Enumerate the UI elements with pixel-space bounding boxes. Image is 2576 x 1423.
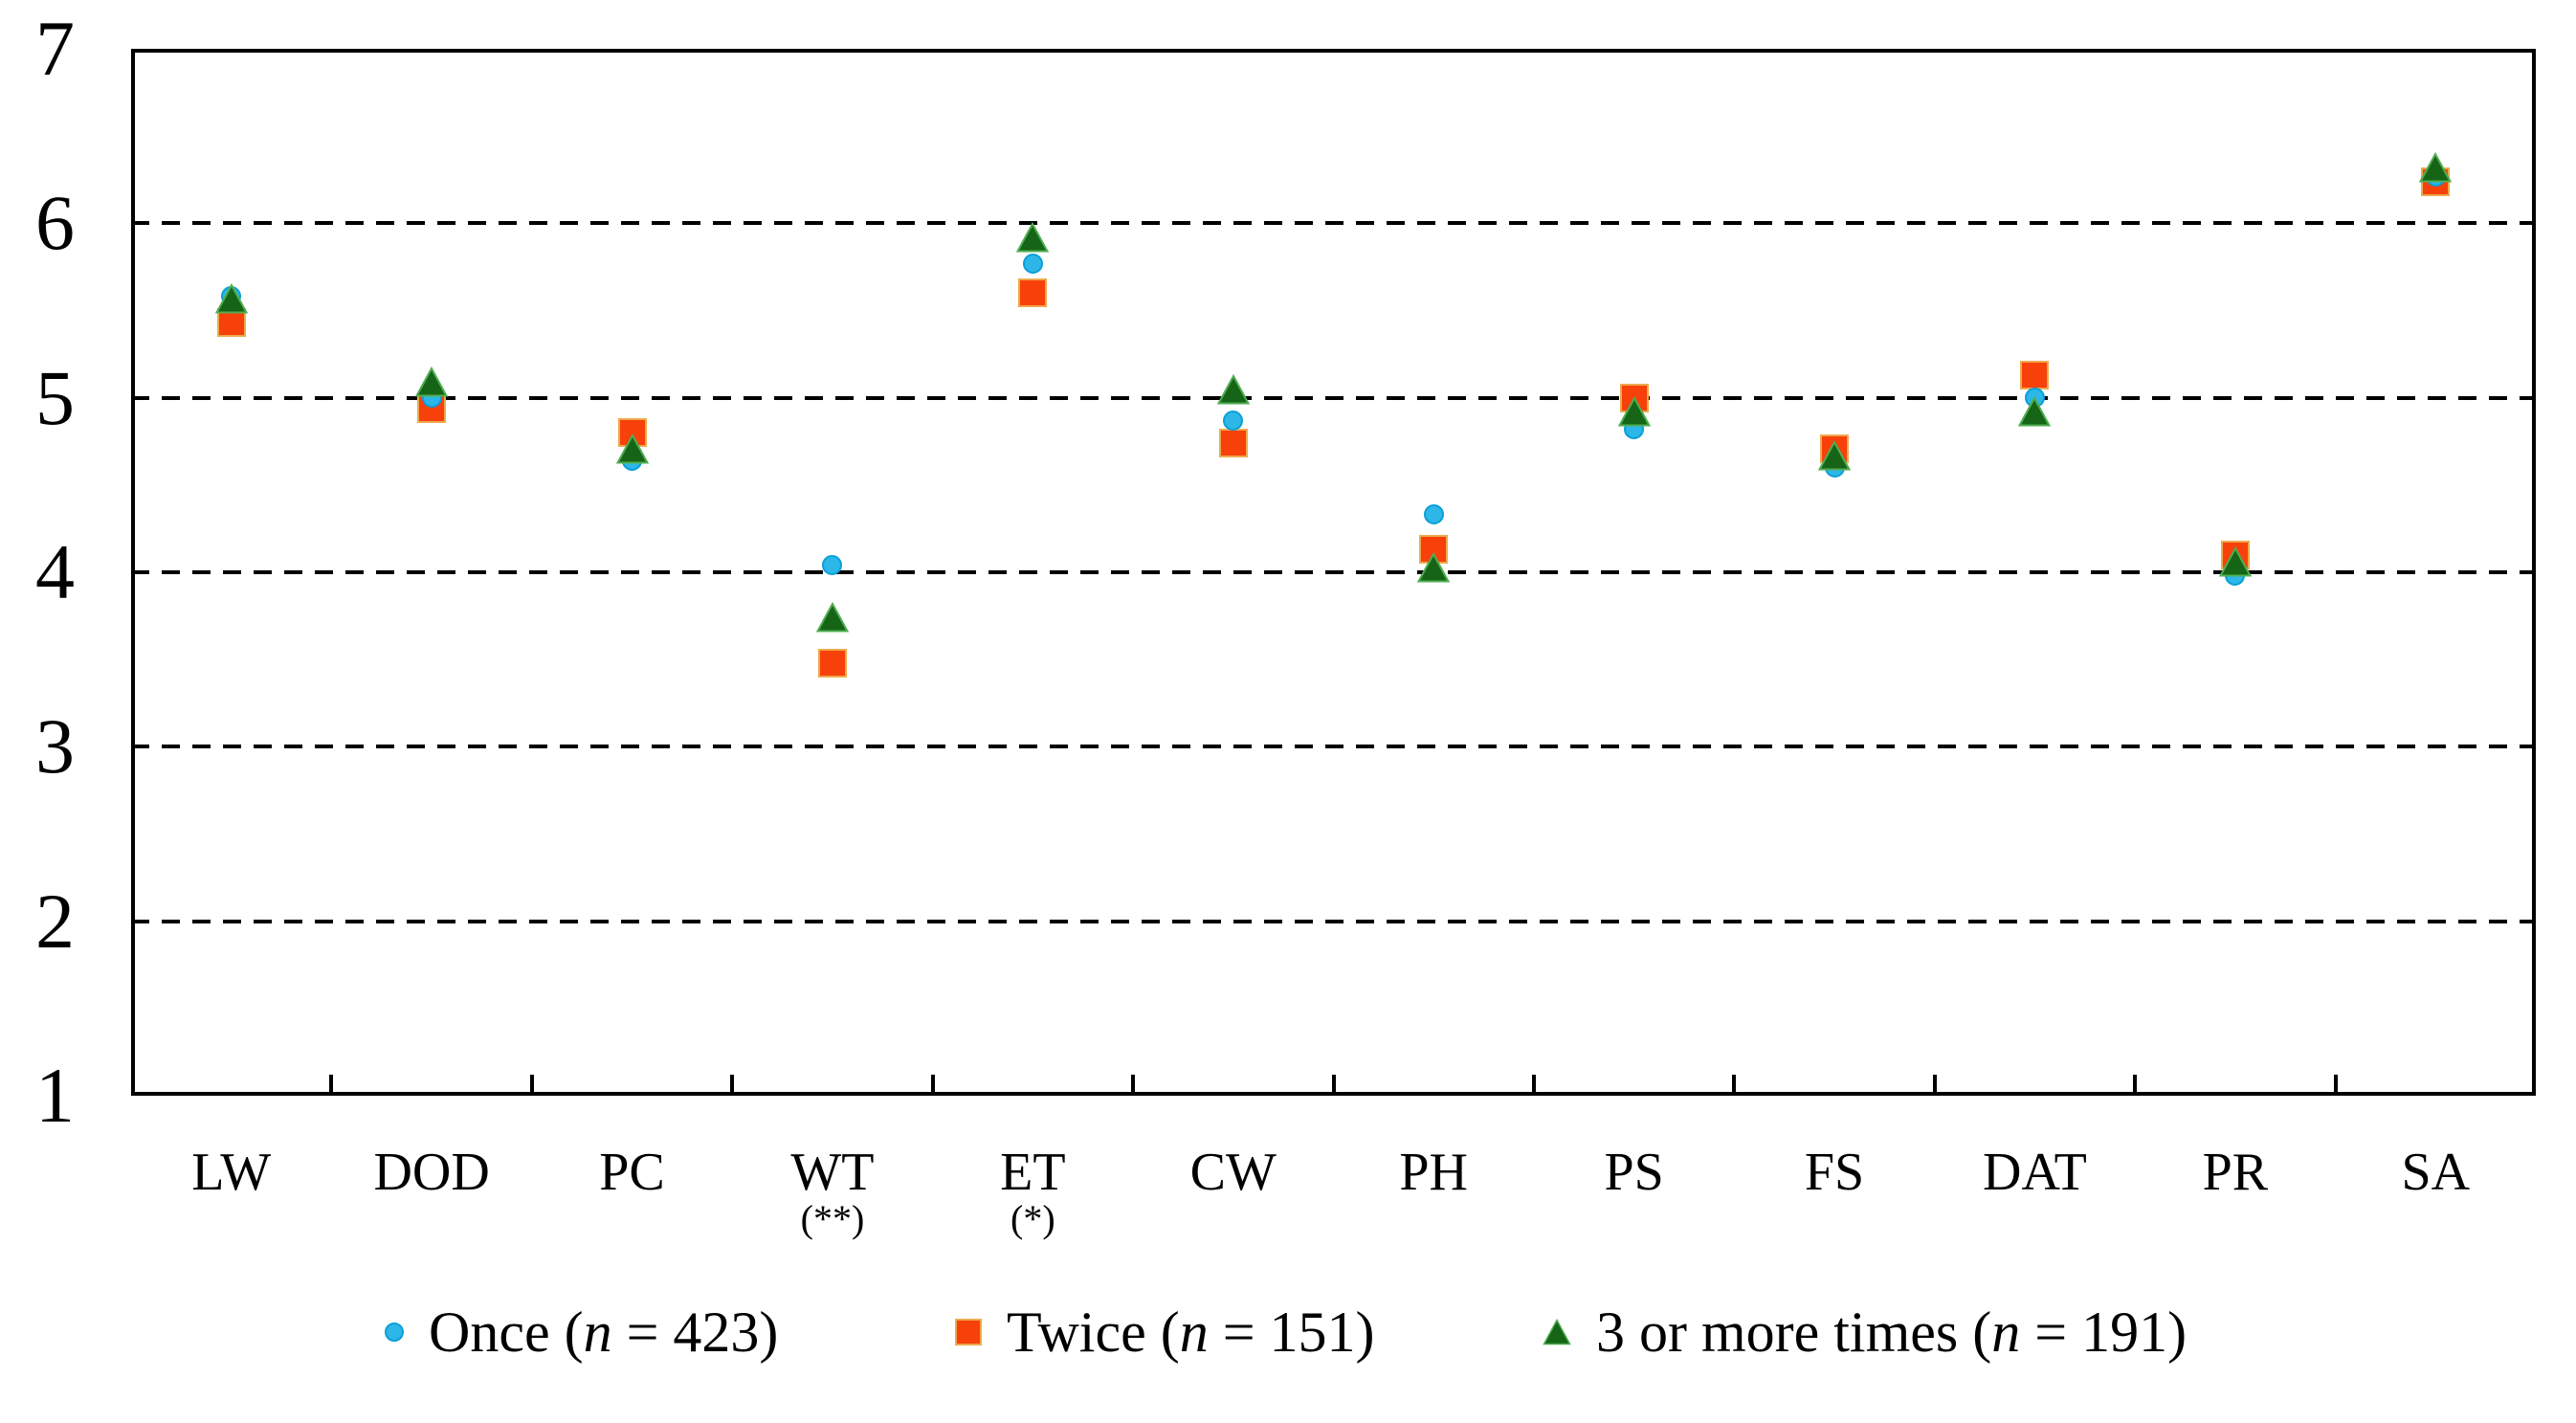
- x-axis-tick: [329, 1075, 334, 1092]
- gridline-2: [131, 919, 2536, 923]
- x-axis-label-fs: FS: [1804, 1143, 1865, 1202]
- y-axis-label-1: 1: [35, 1052, 75, 1139]
- x-axis-label-dod: DOD: [373, 1143, 490, 1202]
- x-axis-tick: [930, 1075, 935, 1092]
- marker-circle-et: [1022, 253, 1043, 274]
- x-axis-label-pc: PC: [599, 1143, 665, 1202]
- legend-marker-triangle: [1543, 1319, 1571, 1345]
- gridline-4: [131, 570, 2536, 574]
- marker-triangle-pc: [615, 433, 649, 464]
- marker-triangle-et: [1016, 221, 1050, 253]
- marker-triangle-lw: [214, 282, 248, 314]
- legend-item-square: Twice (n = 151): [955, 1292, 1375, 1372]
- x-axis-tick: [2333, 1075, 2338, 1092]
- marker-square-dat: [2020, 360, 2050, 389]
- legend-label: Twice (n = 151): [1007, 1301, 1375, 1364]
- legend-item-triangle: 3 or more times (n = 191): [1543, 1292, 2187, 1372]
- x-axis-label-et: ET: [1000, 1143, 1066, 1202]
- legend-label: Once (n = 423): [429, 1301, 779, 1364]
- x-axis-tick: [1732, 1075, 1737, 1092]
- x-axis-note-et: (*): [1010, 1197, 1055, 1240]
- x-axis-tick: [730, 1075, 735, 1092]
- legend-marker-square: [955, 1319, 982, 1345]
- y-axis-label-2: 2: [35, 877, 75, 965]
- marker-triangle-dod: [415, 367, 449, 397]
- legend-marker-circle: [385, 1323, 404, 1342]
- gridline-6: [131, 221, 2536, 226]
- y-axis-label-5: 5: [35, 353, 75, 441]
- x-axis-label-pr: PR: [2202, 1143, 2269, 1202]
- marker-square-et: [1018, 278, 1048, 308]
- marker-triangle-ph: [1417, 551, 1451, 583]
- y-axis-label-6: 6: [35, 179, 75, 267]
- marker-circle-cw: [1223, 410, 1244, 431]
- x-axis-tick: [1131, 1075, 1136, 1092]
- marker-circle-wt: [822, 555, 843, 576]
- x-axis-label-dat: DAT: [1983, 1143, 2087, 1202]
- marker-square-cw: [1218, 429, 1248, 458]
- marker-triangle-ps: [1617, 396, 1651, 427]
- marker-triangle-wt: [815, 602, 849, 633]
- gridline-5: [131, 395, 2536, 400]
- y-axis-label-3: 3: [35, 702, 75, 790]
- x-axis-tick: [529, 1075, 534, 1092]
- x-axis-label-cw: CW: [1189, 1143, 1277, 1202]
- x-axis-label-lw: LW: [191, 1143, 272, 1202]
- x-axis-label-ps: PS: [1604, 1143, 1664, 1202]
- x-axis-tick: [1331, 1075, 1336, 1092]
- x-axis-note-wt: (**): [800, 1197, 865, 1240]
- x-axis-tick: [2133, 1075, 2138, 1092]
- y-axis-label-4: 4: [35, 528, 75, 615]
- marker-circle-ph: [1423, 504, 1444, 525]
- x-axis-tick: [1531, 1075, 1536, 1092]
- x-axis-label-ph: PH: [1399, 1143, 1468, 1202]
- x-axis-label-wt: WT: [790, 1143, 875, 1202]
- x-axis-label-sa: SA: [2401, 1143, 2471, 1202]
- plot-area: [131, 49, 2536, 1096]
- gridline-3: [131, 745, 2536, 749]
- marker-triangle-pr: [2218, 546, 2252, 577]
- y-axis-label-7: 7: [35, 5, 75, 92]
- legend-label: 3 or more times (n = 191): [1596, 1301, 2187, 1364]
- legend-item-circle: Once (n = 423): [385, 1292, 778, 1372]
- marker-square-wt: [817, 648, 847, 678]
- marker-triangle-sa: [2419, 151, 2453, 183]
- marker-triangle-fs: [1818, 439, 1852, 471]
- marker-triangle-cw: [1216, 373, 1250, 405]
- x-axis-tick: [1932, 1075, 1937, 1092]
- marker-triangle-dat: [2018, 396, 2052, 427]
